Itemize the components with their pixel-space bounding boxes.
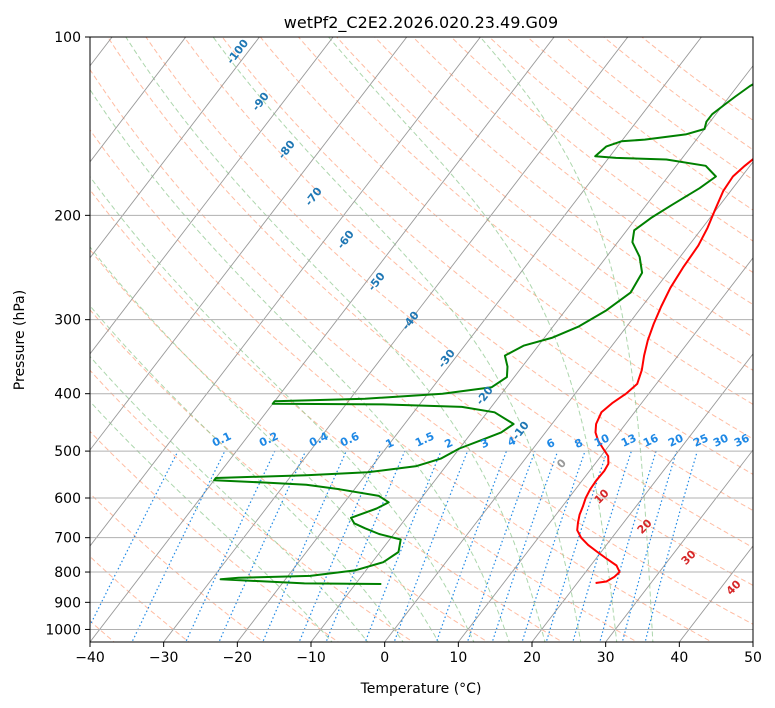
mixing-ratio-line <box>298 450 381 642</box>
mixing-ratio-line <box>435 450 507 642</box>
mixing-ratio-label: 13 <box>619 431 638 449</box>
y-axis-label: Pressure (hPa) <box>12 290 28 390</box>
isotherm-line <box>90 37 482 547</box>
pressure-gridlines <box>90 37 753 630</box>
dry-adiabat-line <box>297 37 753 405</box>
dry-adiabat-line <box>145 37 753 549</box>
mixing-ratio-line <box>90 450 179 627</box>
isotherm-line <box>457 257 753 642</box>
plot-area <box>90 37 753 642</box>
x-axis-label: Temperature (°C) <box>360 681 482 697</box>
mixing-ratio-lines <box>90 450 698 642</box>
dewpoint-profile-line <box>213 83 753 585</box>
isotherm-line <box>163 37 629 642</box>
mixing-ratio-line <box>393 450 469 642</box>
y-tick-label: 400 <box>54 387 81 403</box>
x-tick-label: 0 <box>380 650 389 666</box>
mixing-ratio-label: 10 <box>592 431 612 449</box>
plot-content: -100-90-80-70-60-50-40-30-20-100.1 0.2 0.4… <box>90 37 753 642</box>
dry-adiabat-line <box>90 129 713 642</box>
mixing-ratio-line <box>545 450 608 642</box>
dry-adiabat-line <box>183 37 753 512</box>
dry-adiabat-line <box>336 37 753 371</box>
dry-adiabat-line <box>107 37 753 587</box>
y-tick-label: 200 <box>54 208 81 224</box>
x-tick-label: 30 <box>597 650 615 666</box>
moist-adiabat-line <box>90 355 369 642</box>
mixing-ratio-line <box>185 450 276 642</box>
x-tick-label: −10 <box>296 650 326 666</box>
dry-adiabat-line <box>90 430 340 642</box>
mixing-ratio-line <box>621 450 678 642</box>
dry-adiabat-line <box>221 37 753 475</box>
y-tick-label: 900 <box>54 595 81 611</box>
mixing-ratio-line <box>644 450 698 642</box>
y-tick-label: 500 <box>54 444 81 460</box>
x-tick-label: −30 <box>149 650 179 666</box>
isotherm-line <box>90 37 555 642</box>
x-tick-label: 50 <box>744 650 762 666</box>
isotherm-line <box>90 37 408 451</box>
y-tick-label: 100 <box>54 30 81 46</box>
isotherms <box>90 37 753 642</box>
isotherm-line <box>90 37 187 163</box>
y-tick-label: 800 <box>54 565 81 581</box>
y-axis-ticks: 100 200 300 400 500 600 700 800 900 1000 <box>45 30 90 638</box>
moist-adiabat-line <box>90 88 510 642</box>
y-tick-label: 700 <box>54 531 81 547</box>
mixing-ratio-line <box>325 450 406 642</box>
temperature-profile-line <box>576 157 753 584</box>
x-tick-label: 20 <box>523 650 541 666</box>
mixing-ratio-label: 16 <box>641 431 661 449</box>
mixing-ratio-line <box>466 450 536 642</box>
isotherm-line <box>531 353 753 642</box>
y-tick-label: 300 <box>54 313 81 329</box>
mixing-ratio-line <box>521 450 586 642</box>
isotherm-line <box>90 37 261 259</box>
x-axis-ticks: −40 −30 −20 −10 0 10 20 30 40 50 <box>75 642 762 666</box>
mixing-ratio-line <box>599 450 657 642</box>
mixing-ratio-line <box>364 450 442 642</box>
isotherm-line <box>384 161 753 642</box>
mixing-ratio-label: 25 <box>691 431 710 449</box>
mixing-ratio-line <box>572 450 632 642</box>
isotherm-line <box>236 37 703 642</box>
y-tick-label: 1000 <box>45 622 81 638</box>
chart-title: wetPf2_C2E2.2026.020.23.49.G09 <box>284 13 558 33</box>
mixing-ratio-label: 30 <box>711 431 731 449</box>
moist-adiabat-line <box>90 175 475 642</box>
mixing-ratio-line <box>491 450 559 642</box>
x-tick-label: −40 <box>75 650 105 666</box>
y-tick-label: 600 <box>54 491 81 507</box>
x-tick-label: 10 <box>449 650 467 666</box>
isotherm-line <box>605 449 753 642</box>
profile-series <box>213 83 753 585</box>
isotherm-line <box>90 37 334 355</box>
x-tick-label: −20 <box>223 650 253 666</box>
mixing-ratio-label: 20 <box>666 431 686 449</box>
x-tick-label: 40 <box>670 650 688 666</box>
plot-frame <box>89 36 754 643</box>
dry-adiabat-line <box>90 309 489 642</box>
mixing-ratio-label: 36 <box>732 431 752 449</box>
